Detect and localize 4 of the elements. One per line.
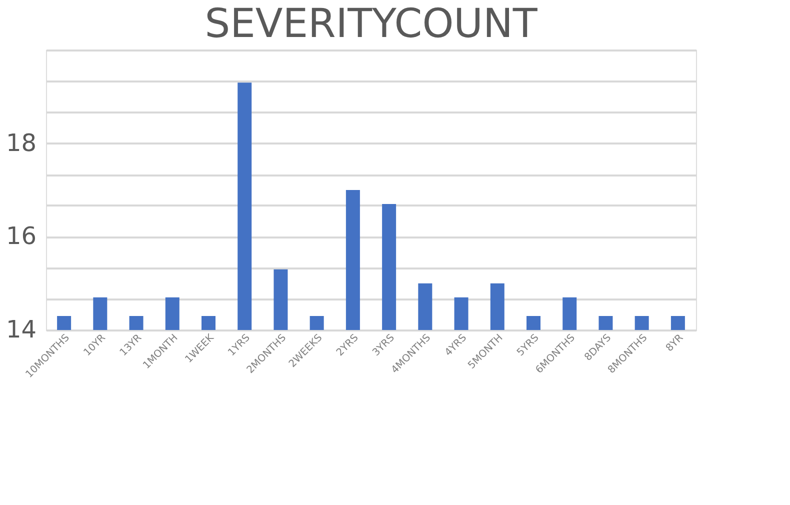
chart-title: SEVERITYCOUNT bbox=[204, 1, 538, 47]
y-tick-label: 18 bbox=[6, 128, 36, 157]
y-tick-label: 16 bbox=[6, 222, 36, 250]
x-tick-label: 8YR bbox=[664, 332, 686, 354]
